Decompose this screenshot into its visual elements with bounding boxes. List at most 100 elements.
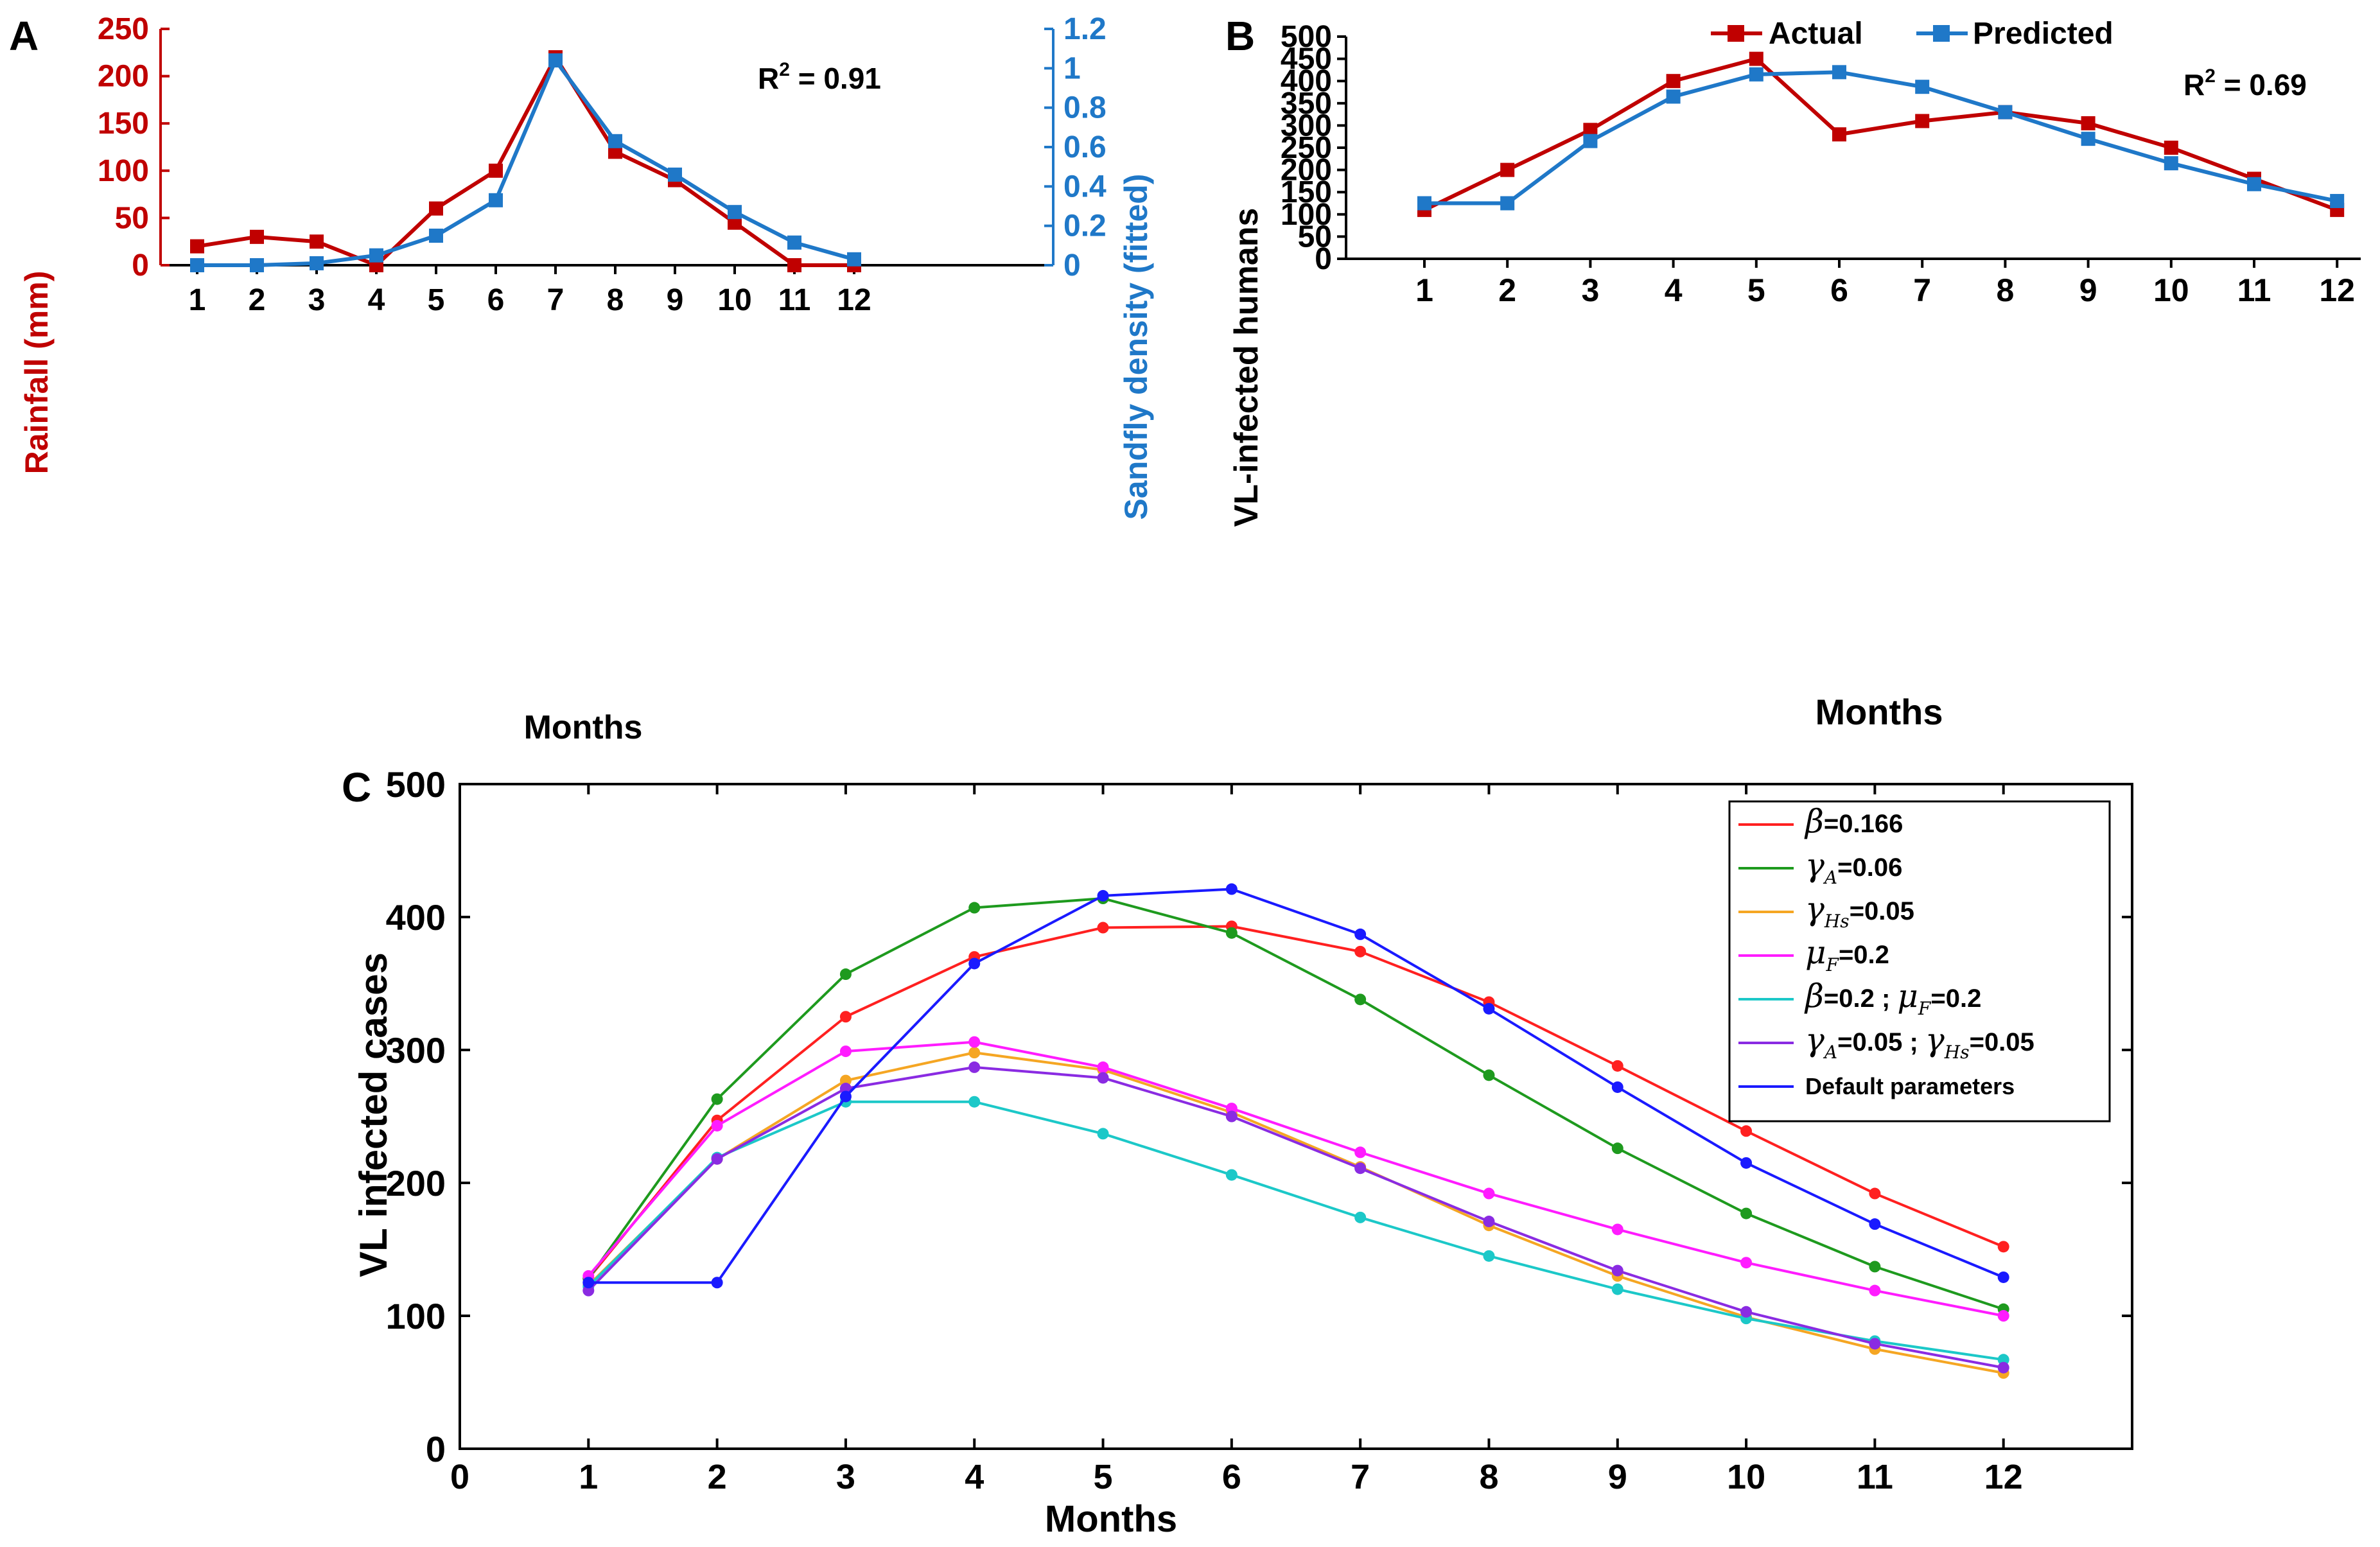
panel-c-point-0-2-f-0-2 — [1483, 1250, 1495, 1262]
legend-label-part: =0.05 ; — [1837, 1028, 1925, 1056]
legend-predicted-marker — [1933, 25, 1950, 42]
legend-label-part: =0.2 ; — [1824, 984, 1898, 1013]
panel-c-point-default-parameters — [839, 1090, 852, 1103]
panel-c-legend-label-f-0-2: μF=0.2 — [1805, 934, 1889, 975]
panel-c-point-0-2-f-0-2 — [1097, 1128, 1109, 1140]
legend-label-part: γ — [1805, 1021, 1824, 1058]
panel-b-x-tick-label: 1 — [1415, 272, 1433, 308]
panel-c-series-line-0-2-f-0-2 — [587, 1100, 2004, 1361]
panel-b-point-actual — [2081, 116, 2096, 130]
legend-label-part: =0.05 — [1850, 897, 1914, 925]
panel-a-right-tick-label: 1.2 — [1063, 12, 1107, 46]
panel-a-point-rainfall-mm — [310, 234, 324, 249]
panel-b-x-tick-label: 3 — [1581, 272, 1599, 308]
panel-b-point-actual — [1915, 114, 1930, 128]
panel-a-point-sandfly-density-fitted — [728, 205, 742, 220]
legend-label-part: γ — [1805, 846, 1824, 884]
panel-a-point-sandfly-density-fitted — [369, 248, 383, 263]
panel-a-point-sandfly-density-fitted — [310, 256, 324, 270]
panel-b-point-predicted — [1417, 196, 1431, 211]
panel-c-point-f-0-2 — [1354, 1146, 1367, 1158]
panel-b-point-actual — [1749, 51, 1763, 66]
panel-c-point-a-0-06 — [1869, 1261, 1881, 1273]
panel-c-x-tick-label: 6 — [1222, 1458, 1241, 1496]
panel-b-x-tick-label: 7 — [1913, 272, 1931, 308]
panel-a-x-tick-label: 9 — [667, 283, 684, 317]
panel-a-point-rainfall-mm — [787, 258, 801, 272]
panel-c-plot-frame — [459, 783, 2133, 1450]
panel-c-point-0-2-f-0-2 — [1225, 1169, 1238, 1181]
panel-b-x-tick-label: 11 — [2237, 272, 2271, 308]
panel-c-x-tick-label: 8 — [1479, 1458, 1498, 1496]
panel-c-point-a-0-06 — [1225, 927, 1238, 939]
panel-b-point-predicted — [1998, 105, 2013, 119]
panel-b-point-predicted — [1915, 80, 1930, 94]
panel-c-point-f-0-2 — [1097, 1061, 1109, 1073]
legend-label-part: γ — [1805, 890, 1824, 927]
panel-b-r2-value: = 0.69 — [2216, 68, 2307, 101]
panel-c-point-default-parameters — [1354, 928, 1367, 940]
panel-c-point-a-0-06 — [1740, 1207, 1753, 1219]
panel-a-series-line-sandfly-density-fitted — [197, 58, 855, 267]
panel-c-point-default-parameters — [1869, 1218, 1881, 1230]
panel-c-point-a-0-06 — [1354, 993, 1367, 1006]
panel-b-y-tick-label: 350 — [1281, 87, 1332, 121]
panel-a-x-tick-label: 12 — [837, 283, 871, 317]
panel-b-y-tick-label: 500 — [1281, 20, 1332, 54]
panel-b-x-tick-label: 12 — [2319, 272, 2355, 308]
panel-a-point-sandfly-density-fitted — [489, 193, 503, 207]
panel-b-point-actual — [1583, 123, 1598, 137]
panel-a-left-tick-label: 200 — [98, 60, 149, 94]
legend-label-part: Hs — [1944, 1042, 1970, 1063]
panel-a-left-axis-label: Rainfall (mm) — [19, 271, 55, 475]
panel-b-x-tick-label: 6 — [1830, 272, 1848, 308]
panel-c-point-default-parameters — [1611, 1081, 1623, 1093]
panel-a-left-tick-label: 50 — [115, 201, 149, 235]
panel-c-point-a-0-05-hs-0-05 — [711, 1153, 723, 1165]
panel-c-x-tick-label: 2 — [708, 1458, 727, 1496]
panel-c-point-f-0-2 — [1483, 1187, 1495, 1200]
panel-b-y-tick-label: 0 — [1315, 242, 1332, 276]
legend-label-part: Hs — [1824, 911, 1850, 932]
panel-a-right-tick-label: 0.2 — [1063, 209, 1107, 243]
panel-b-x-axis-label: Months — [1815, 692, 1943, 732]
panel-a-x-axis-label: Months — [524, 709, 643, 746]
panel-c-point-0-166 — [1869, 1187, 1881, 1200]
panel-b-series-line-predicted — [1424, 70, 2338, 205]
panel-a-right-tick-label: 0 — [1063, 249, 1081, 283]
panel-c-point-a-0-05-hs-0-05 — [1611, 1264, 1623, 1277]
panel-b-x-tick-label: 2 — [1498, 272, 1516, 308]
panel-b-point-predicted — [1500, 196, 1515, 211]
panel-b-point-actual — [1500, 162, 1515, 177]
panel-a-left-tick-label: 100 — [98, 154, 149, 188]
panel-a-point-sandfly-density-fitted — [190, 258, 204, 272]
panel-a-r2-prefix: R — [758, 62, 779, 95]
panel-b-x-tick-label: 9 — [2079, 272, 2097, 308]
panel-c-x-tick-label: 4 — [965, 1458, 984, 1496]
panel-a-x-tick-label: 2 — [249, 283, 266, 317]
panel-c-x-tick-label: 3 — [836, 1458, 855, 1496]
panel-b-point-predicted — [2247, 177, 2261, 191]
panel-c-point-default-parameters — [968, 957, 981, 970]
panel-c-point-a-0-05-hs-0-05 — [1483, 1216, 1495, 1228]
panel-c-point-a-0-05-hs-0-05 — [1225, 1110, 1238, 1123]
panel-c-x-tick-label: 5 — [1094, 1458, 1113, 1496]
legend-actual-label: Actual — [1769, 17, 1863, 51]
panel-b-series-line-actual — [1423, 57, 2338, 212]
panel-c-point-hs-0-05 — [968, 1047, 981, 1059]
panel-a-point-sandfly-density-fitted — [847, 252, 861, 267]
panel-c-point-f-0-2 — [1869, 1284, 1881, 1297]
panel-b-r2-prefix: R — [2183, 68, 2205, 101]
panel-a-point-rainfall-mm — [429, 201, 443, 216]
panel-a-right-tick-label: 0.8 — [1063, 91, 1107, 125]
legend-label-part: μ — [1805, 934, 1826, 971]
legend-label-part: =0.05 — [1970, 1028, 2034, 1056]
panel-a-right-tick-label: 0.6 — [1063, 130, 1107, 164]
panel-c-point-0-166 — [1740, 1125, 1753, 1137]
panel-a-point-rainfall-mm — [608, 144, 622, 159]
panel-a-left-tick-label: 150 — [98, 107, 149, 141]
panel-b-y-tick-label: 250 — [1281, 131, 1332, 165]
